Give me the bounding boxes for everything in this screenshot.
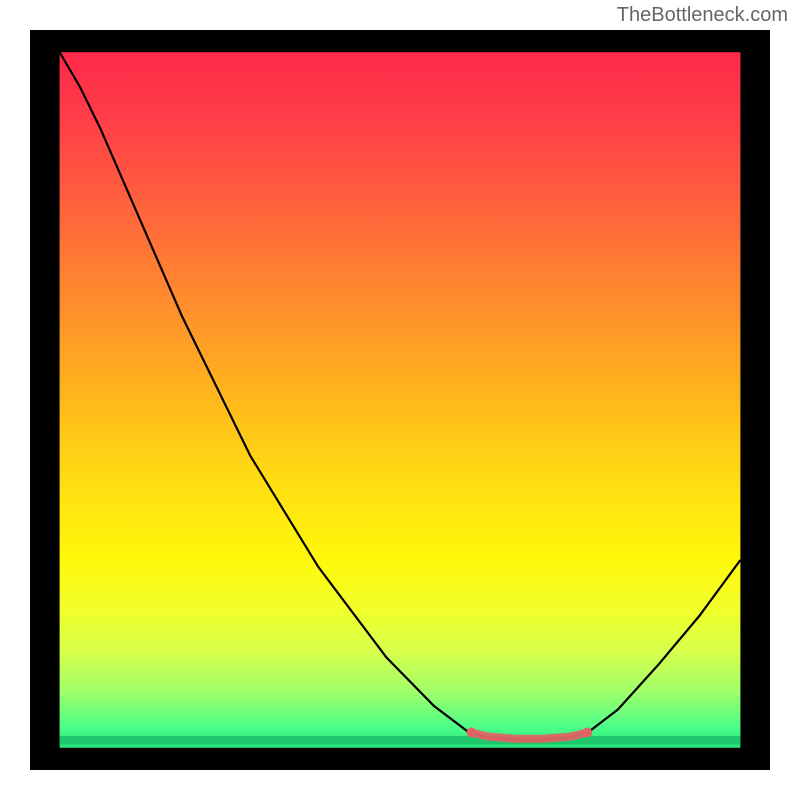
highlight-end-dot [582, 727, 592, 737]
bottleneck-chart [30, 30, 770, 770]
gradient-background [60, 52, 741, 748]
watermark-text: TheBottleneck.com [617, 4, 788, 27]
chart-frame [30, 30, 770, 770]
baseline-band [60, 736, 741, 744]
highlight-start-dot [466, 727, 476, 737]
